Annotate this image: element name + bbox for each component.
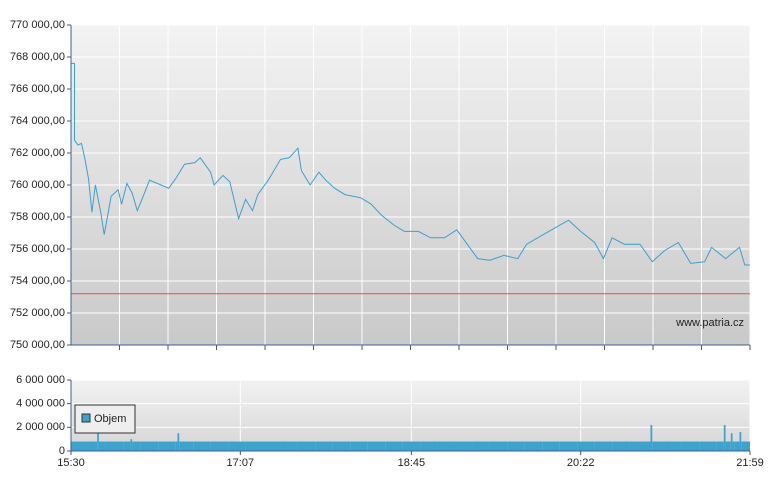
legend-swatch [81, 413, 91, 423]
volume-bar [455, 441, 473, 451]
volume-bar [123, 441, 131, 451]
volume-bar [297, 441, 316, 451]
y-tick-label: 768 000,00 [10, 51, 65, 63]
x-tick-label: 17:07 [227, 457, 255, 469]
volume-bar [350, 441, 368, 451]
volume-bar [179, 441, 194, 451]
volume-bar [280, 441, 298, 451]
x-tick-label: 21:59 [736, 457, 764, 469]
x-tick-label: 15:30 [57, 457, 85, 469]
volume-bar [228, 441, 246, 451]
y-tick-label: 6 000 000 [16, 374, 65, 386]
volume-bar [559, 441, 578, 451]
volume-bar [739, 432, 742, 451]
volume-bar [612, 441, 630, 451]
volume-bar [385, 441, 403, 451]
volume-bar [652, 441, 665, 451]
watermark: www.patria.cz [675, 317, 744, 329]
y-tick-label: 760 000,00 [10, 179, 65, 191]
y-tick-label: 758 000,00 [10, 211, 65, 223]
y-tick-label: 750 000,00 [10, 339, 65, 351]
volume-bar [420, 441, 438, 451]
volume-bar [245, 441, 264, 451]
volume-bar [723, 424, 726, 451]
legend-label: Objem [94, 413, 126, 425]
volume-bar [472, 441, 490, 451]
volume-bar [524, 441, 543, 451]
volume-bar [734, 441, 740, 451]
volume-bar [210, 441, 229, 451]
volume-bar [193, 441, 211, 451]
volume-bar [175, 441, 178, 451]
y-tick-label: 770 000,00 [10, 19, 65, 31]
x-tick-label: 18:45 [398, 457, 426, 469]
volume-bar [158, 441, 176, 451]
x-tick-label: 20:22 [567, 457, 595, 469]
price-line [71, 62, 750, 266]
volume-bar [664, 441, 682, 451]
volume-bar [699, 441, 717, 451]
volume-bar [437, 441, 456, 451]
y-tick-label: 752 000,00 [10, 307, 65, 319]
volume-bar [681, 441, 700, 451]
volume-bar [105, 441, 124, 451]
volume-bar [647, 441, 651, 451]
volume-bar [489, 441, 508, 451]
volume-bar [577, 441, 595, 451]
y-tick-label: 756 000,00 [10, 243, 65, 255]
legend-box [74, 404, 136, 434]
volume-bar [730, 433, 733, 451]
plot-background [71, 380, 750, 451]
y-tick-label: 0 [59, 445, 65, 457]
volume-bar [140, 441, 159, 451]
y-tick-label: 762 000,00 [10, 147, 65, 159]
volume-bar [402, 441, 421, 451]
volume-bar [130, 439, 133, 451]
volume-bar [98, 441, 106, 451]
volume-bar [650, 424, 653, 451]
volume-bar [332, 441, 351, 451]
volume-bar [263, 441, 281, 451]
volume-bar [716, 441, 724, 451]
volume-bar [177, 433, 180, 451]
y-tick-label: 754 000,00 [10, 275, 65, 287]
volume-bar [507, 441, 525, 451]
volume-bar [629, 441, 648, 451]
volume-bar [594, 441, 613, 451]
volume-bar [132, 441, 141, 451]
volume-bar [725, 441, 731, 451]
y-tick-label: 4 000 000 [16, 398, 65, 410]
y-tick-label: 2 000 000 [16, 421, 65, 433]
volume-bar [732, 441, 735, 451]
volume-bar [88, 441, 98, 451]
volume-bar [741, 441, 750, 451]
y-tick-label: 766 000,00 [10, 83, 65, 95]
volume-bar [315, 441, 333, 451]
volume-bar [542, 441, 560, 451]
y-tick-label: 764 000,00 [10, 115, 65, 127]
volume-bar [71, 441, 89, 451]
volume-bar [367, 441, 386, 451]
